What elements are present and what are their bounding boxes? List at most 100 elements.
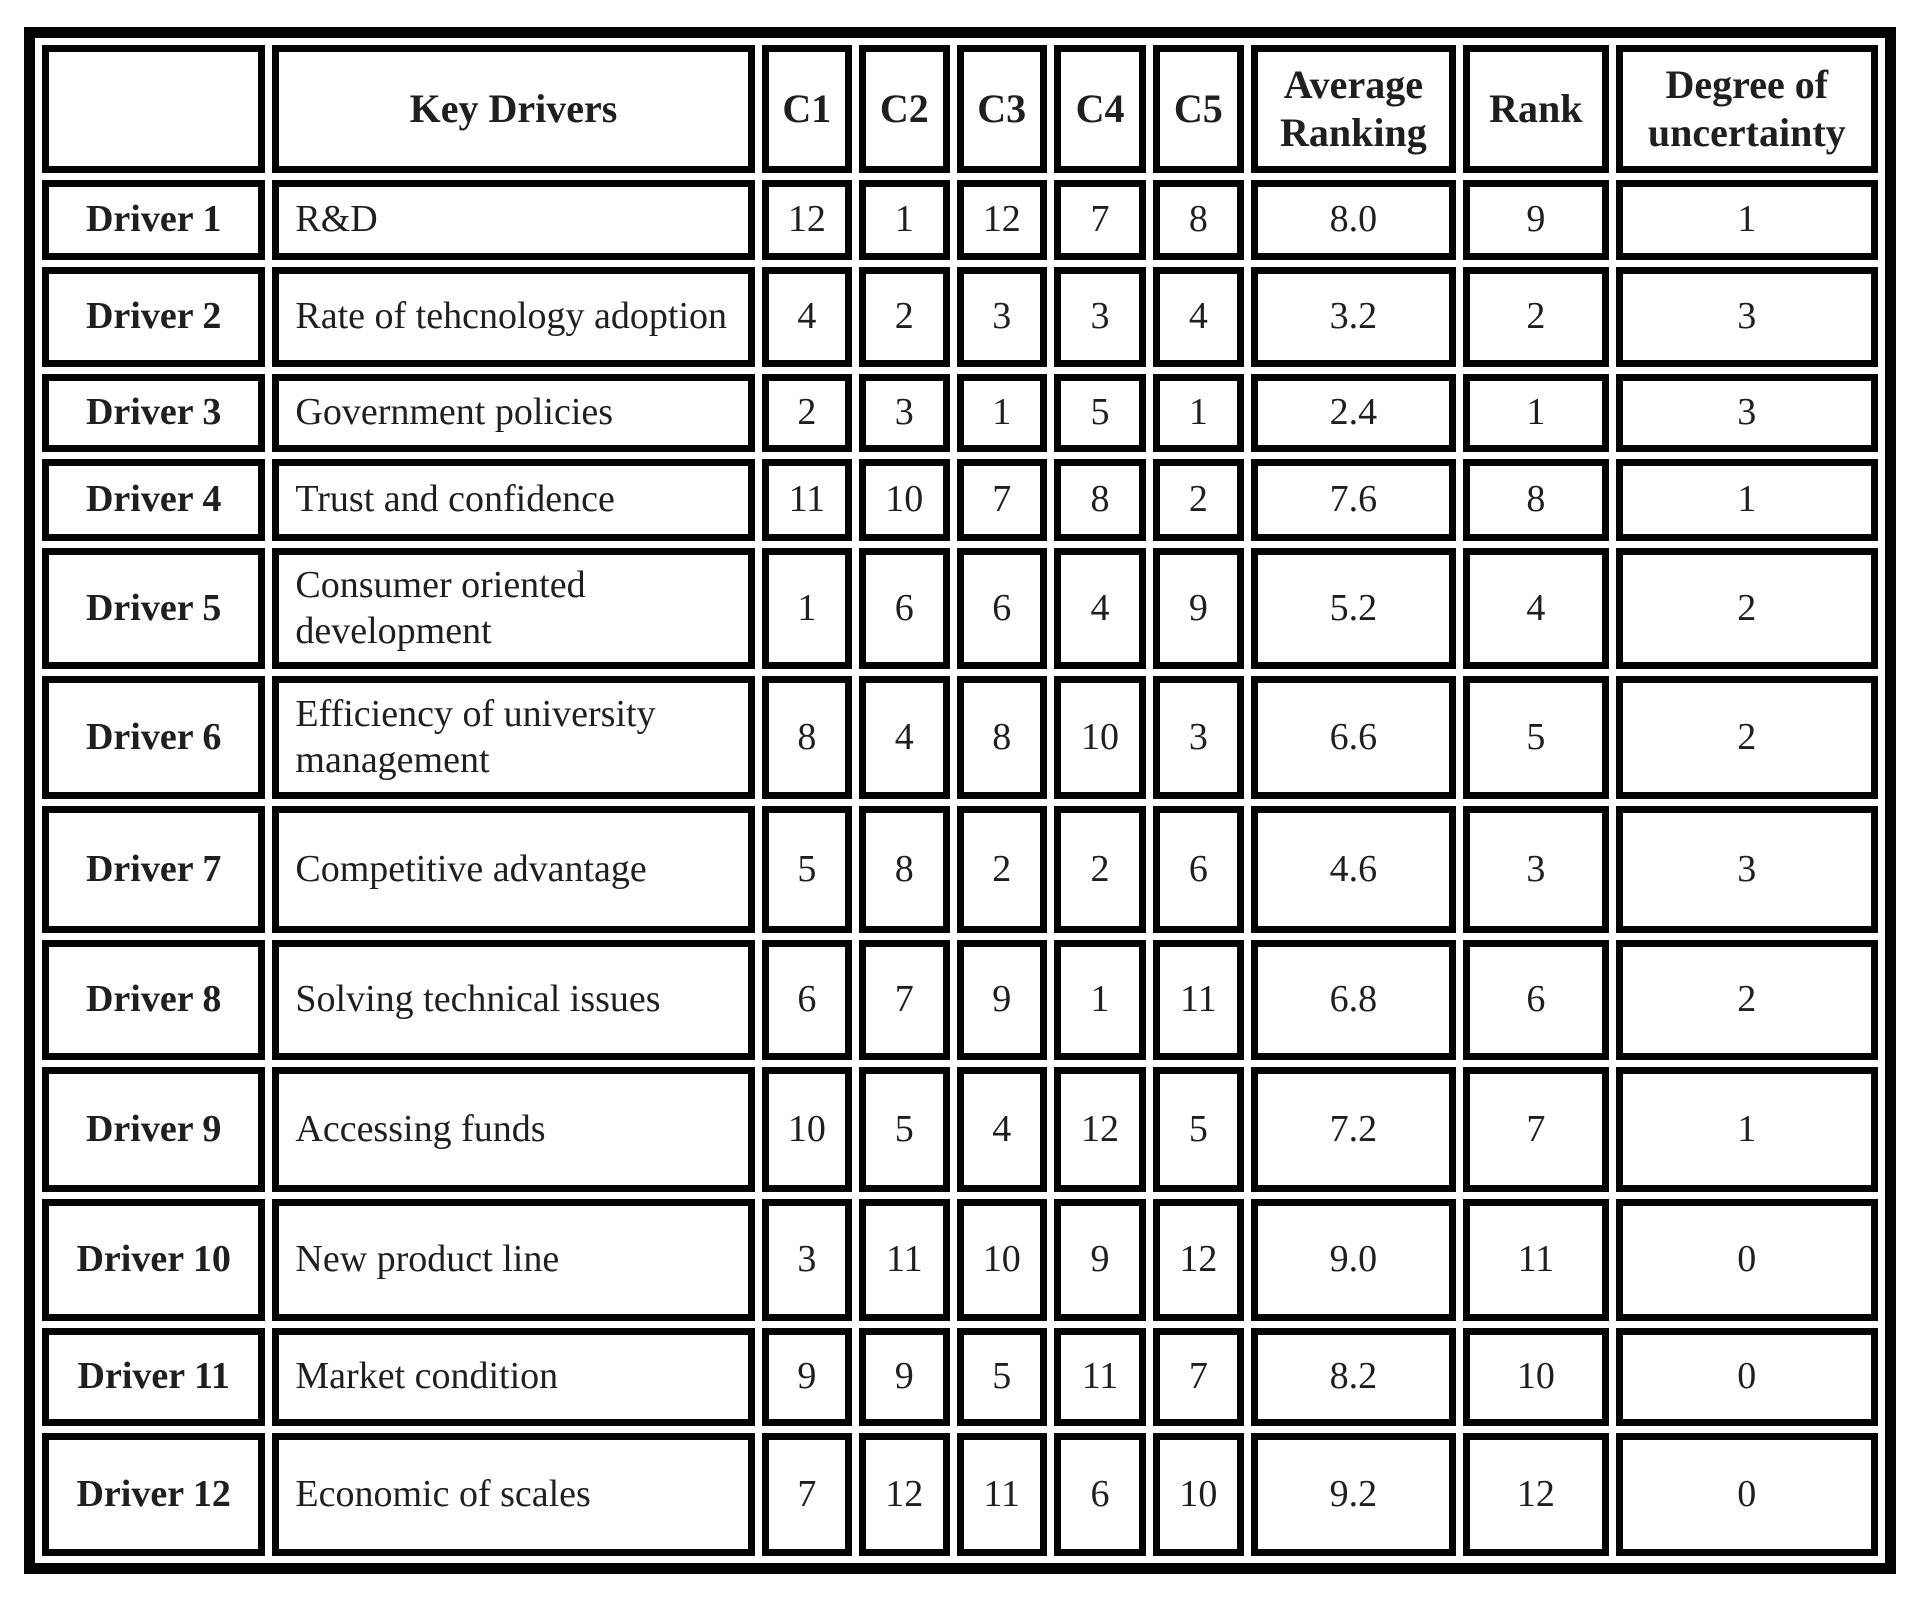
header-c2: C2 — [859, 45, 950, 173]
c1-value: 5 — [761, 806, 853, 934]
uncertainty-value: 3 — [1615, 374, 1878, 452]
header-c4: C4 — [1053, 45, 1147, 173]
driver-label: Driver 4 — [42, 459, 266, 541]
c2-value: 6 — [859, 548, 950, 670]
c1-value: 4 — [761, 267, 853, 367]
average-ranking-value: 9.2 — [1250, 1433, 1457, 1557]
header-corner-cell — [42, 45, 266, 173]
c1-value: 6 — [761, 940, 853, 1061]
c2-value: 3 — [859, 374, 950, 452]
c2-value: 11 — [859, 1199, 950, 1322]
table-row: Driver 2 Rate of tehcnology adoption 4 2… — [42, 267, 1878, 367]
driver-name: New product line — [272, 1199, 755, 1322]
c4-value: 1 — [1053, 940, 1147, 1061]
driver-label: Driver 9 — [42, 1067, 266, 1193]
rank-value: 6 — [1463, 940, 1609, 1061]
c1-value: 7 — [761, 1433, 853, 1557]
c2-value: 8 — [859, 806, 950, 934]
c1-value: 3 — [761, 1199, 853, 1322]
driver-name: Accessing funds — [272, 1067, 755, 1193]
c2-value: 2 — [859, 267, 950, 367]
c4-value: 7 — [1053, 180, 1147, 260]
rank-value: 5 — [1463, 676, 1609, 800]
c3-value: 9 — [956, 940, 1047, 1061]
c5-value: 2 — [1153, 459, 1244, 541]
c5-value: 1 — [1153, 374, 1244, 452]
c1-value: 11 — [761, 459, 853, 541]
driver-name: Economic of scales — [272, 1433, 755, 1557]
c1-value: 12 — [761, 180, 853, 260]
c2-value: 10 — [859, 459, 950, 541]
uncertainty-value: 3 — [1615, 806, 1878, 934]
c4-value: 4 — [1053, 548, 1147, 670]
c5-value: 5 — [1153, 1067, 1244, 1193]
table-row: Driver 4 Trust and confidence 11 10 7 8 … — [42, 459, 1878, 541]
driver-name: Government policies — [272, 374, 755, 452]
table-row: Driver 7 Competitive advantage 5 8 2 2 6… — [42, 806, 1878, 934]
header-rank: Rank — [1463, 45, 1609, 173]
average-ranking-value: 9.0 — [1250, 1199, 1457, 1322]
table-row: Driver 5 Consumer oriented development 1… — [42, 548, 1878, 670]
c4-value: 6 — [1053, 1433, 1147, 1557]
rank-value: 8 — [1463, 459, 1609, 541]
c2-value: 5 — [859, 1067, 950, 1193]
c5-value: 10 — [1153, 1433, 1244, 1557]
table-row: Driver 12 Economic of scales 7 12 11 6 1… — [42, 1433, 1878, 1557]
c5-value: 4 — [1153, 267, 1244, 367]
c1-value: 8 — [761, 676, 853, 800]
rank-value: 11 — [1463, 1199, 1609, 1322]
rank-value: 4 — [1463, 548, 1609, 670]
uncertainty-value: 2 — [1615, 548, 1878, 670]
driver-label: Driver 2 — [42, 267, 266, 367]
driver-name: Market condition — [272, 1328, 755, 1427]
driver-label: Driver 6 — [42, 676, 266, 800]
rank-value: 9 — [1463, 180, 1609, 260]
average-ranking-value: 2.4 — [1250, 374, 1457, 452]
c3-value: 10 — [956, 1199, 1047, 1322]
table-row: Driver 11 Market condition 9 9 5 11 7 8.… — [42, 1328, 1878, 1427]
c3-value: 1 — [956, 374, 1047, 452]
table-row: Driver 10 New product line 3 11 10 9 12 … — [42, 1199, 1878, 1322]
uncertainty-value: 1 — [1615, 1067, 1878, 1193]
c4-value: 8 — [1053, 459, 1147, 541]
average-ranking-value: 7.2 — [1250, 1067, 1457, 1193]
c2-value: 7 — [859, 940, 950, 1061]
header-c1: C1 — [761, 45, 853, 173]
c4-value: 9 — [1053, 1199, 1147, 1322]
driver-label: Driver 11 — [42, 1328, 266, 1427]
driver-name: R&D — [272, 180, 755, 260]
driver-label: Driver 7 — [42, 806, 266, 934]
driver-name: Trust and confidence — [272, 459, 755, 541]
c3-value: 11 — [956, 1433, 1047, 1557]
header-key-drivers: Key Drivers — [272, 45, 755, 173]
rank-value: 2 — [1463, 267, 1609, 367]
c4-value: 2 — [1053, 806, 1147, 934]
table-header-row: Key Drivers C1 C2 C3 C4 C5 Average Ranki… — [42, 45, 1878, 173]
c4-value: 11 — [1053, 1328, 1147, 1427]
average-ranking-value: 8.2 — [1250, 1328, 1457, 1427]
uncertainty-value: 0 — [1615, 1328, 1878, 1427]
rank-value: 3 — [1463, 806, 1609, 934]
c4-value: 5 — [1053, 374, 1147, 452]
average-ranking-value: 5.2 — [1250, 548, 1457, 670]
c3-value: 6 — [956, 548, 1047, 670]
driver-label: Driver 3 — [42, 374, 266, 452]
c2-value: 9 — [859, 1328, 950, 1427]
average-ranking-value: 6.6 — [1250, 676, 1457, 800]
c3-value: 7 — [956, 459, 1047, 541]
c3-value: 4 — [956, 1067, 1047, 1193]
c1-value: 1 — [761, 548, 853, 670]
rank-value: 10 — [1463, 1328, 1609, 1427]
table-row: Driver 9 Accessing funds 10 5 4 12 5 7.2… — [42, 1067, 1878, 1193]
c3-value: 5 — [956, 1328, 1047, 1427]
driver-name: Rate of tehcnology adoption — [272, 267, 755, 367]
key-drivers-ranking-table: Key Drivers C1 C2 C3 C4 C5 Average Ranki… — [24, 27, 1896, 1575]
header-degree-of-uncertainty: Degree of uncertainty — [1615, 45, 1878, 173]
driver-label: Driver 10 — [42, 1199, 266, 1322]
driver-label: Driver 1 — [42, 180, 266, 260]
uncertainty-value: 0 — [1615, 1433, 1878, 1557]
c5-value: 3 — [1153, 676, 1244, 800]
driver-name: Consumer oriented development — [272, 548, 755, 670]
uncertainty-value: 2 — [1615, 940, 1878, 1061]
average-ranking-value: 6.8 — [1250, 940, 1457, 1061]
